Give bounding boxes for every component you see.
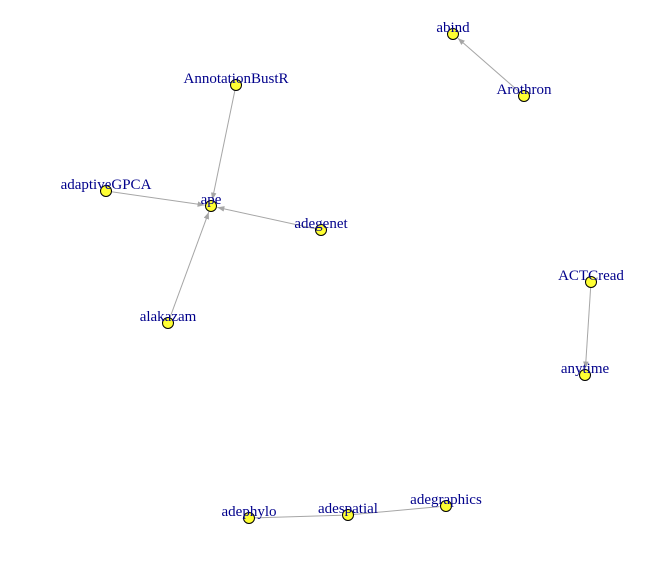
edge-AnnotationBustR-ape bbox=[210, 90, 236, 200]
node-adegenet[interactable] bbox=[315, 224, 327, 236]
node-label-AnnotationBustR: AnnotationBustR bbox=[183, 71, 288, 87]
node-anytime[interactable] bbox=[579, 369, 591, 381]
node-adespatial[interactable] bbox=[342, 509, 354, 521]
node-label-ACTCread: ACTCread bbox=[558, 268, 624, 284]
node-ape[interactable] bbox=[205, 200, 217, 212]
node-ACTCread[interactable] bbox=[585, 276, 597, 288]
node-label-anytime: anytime bbox=[561, 361, 610, 377]
edge-adephylo-adespatial bbox=[254, 514, 342, 519]
node-label-adephylo: adephylo bbox=[222, 504, 277, 520]
node-label-alakazam: alakazam bbox=[140, 309, 197, 325]
edge-adaptiveGPCA-ape bbox=[111, 191, 205, 207]
node-alakazam[interactable] bbox=[162, 317, 174, 329]
node-Arothron[interactable] bbox=[518, 90, 530, 102]
node-AnnotationBustR[interactable] bbox=[230, 79, 242, 91]
edge-alakazam-ape bbox=[169, 211, 210, 319]
node-abind[interactable] bbox=[447, 28, 459, 40]
node-label-Arothron: Arothron bbox=[497, 82, 552, 98]
node-label-adegraphics: adegraphics bbox=[410, 492, 482, 508]
labels-layer: abind Arothron AnnotationBustR adaptiveGPCA… bbox=[61, 20, 625, 520]
edge-adegenet-ape bbox=[217, 206, 316, 230]
edges-layer bbox=[111, 37, 592, 519]
node-label-abind: abind bbox=[436, 20, 470, 36]
node-label-ape: ape bbox=[201, 192, 222, 208]
nodes-layer bbox=[100, 28, 597, 524]
node-label-adespatial: adespatial bbox=[318, 501, 378, 517]
edge-adespatial-adegraphics bbox=[353, 506, 440, 515]
node-adephylo[interactable] bbox=[243, 512, 255, 524]
node-label-adaptiveGPCA: adaptiveGPCA bbox=[61, 177, 152, 193]
edge-Arothron-abind bbox=[457, 37, 521, 93]
node-adegraphics[interactable] bbox=[440, 500, 452, 512]
node-label-adegenet: adegenet bbox=[294, 216, 348, 232]
edge-ACTCread-anytime bbox=[583, 287, 592, 369]
node-adaptiveGPCA[interactable] bbox=[100, 185, 112, 197]
